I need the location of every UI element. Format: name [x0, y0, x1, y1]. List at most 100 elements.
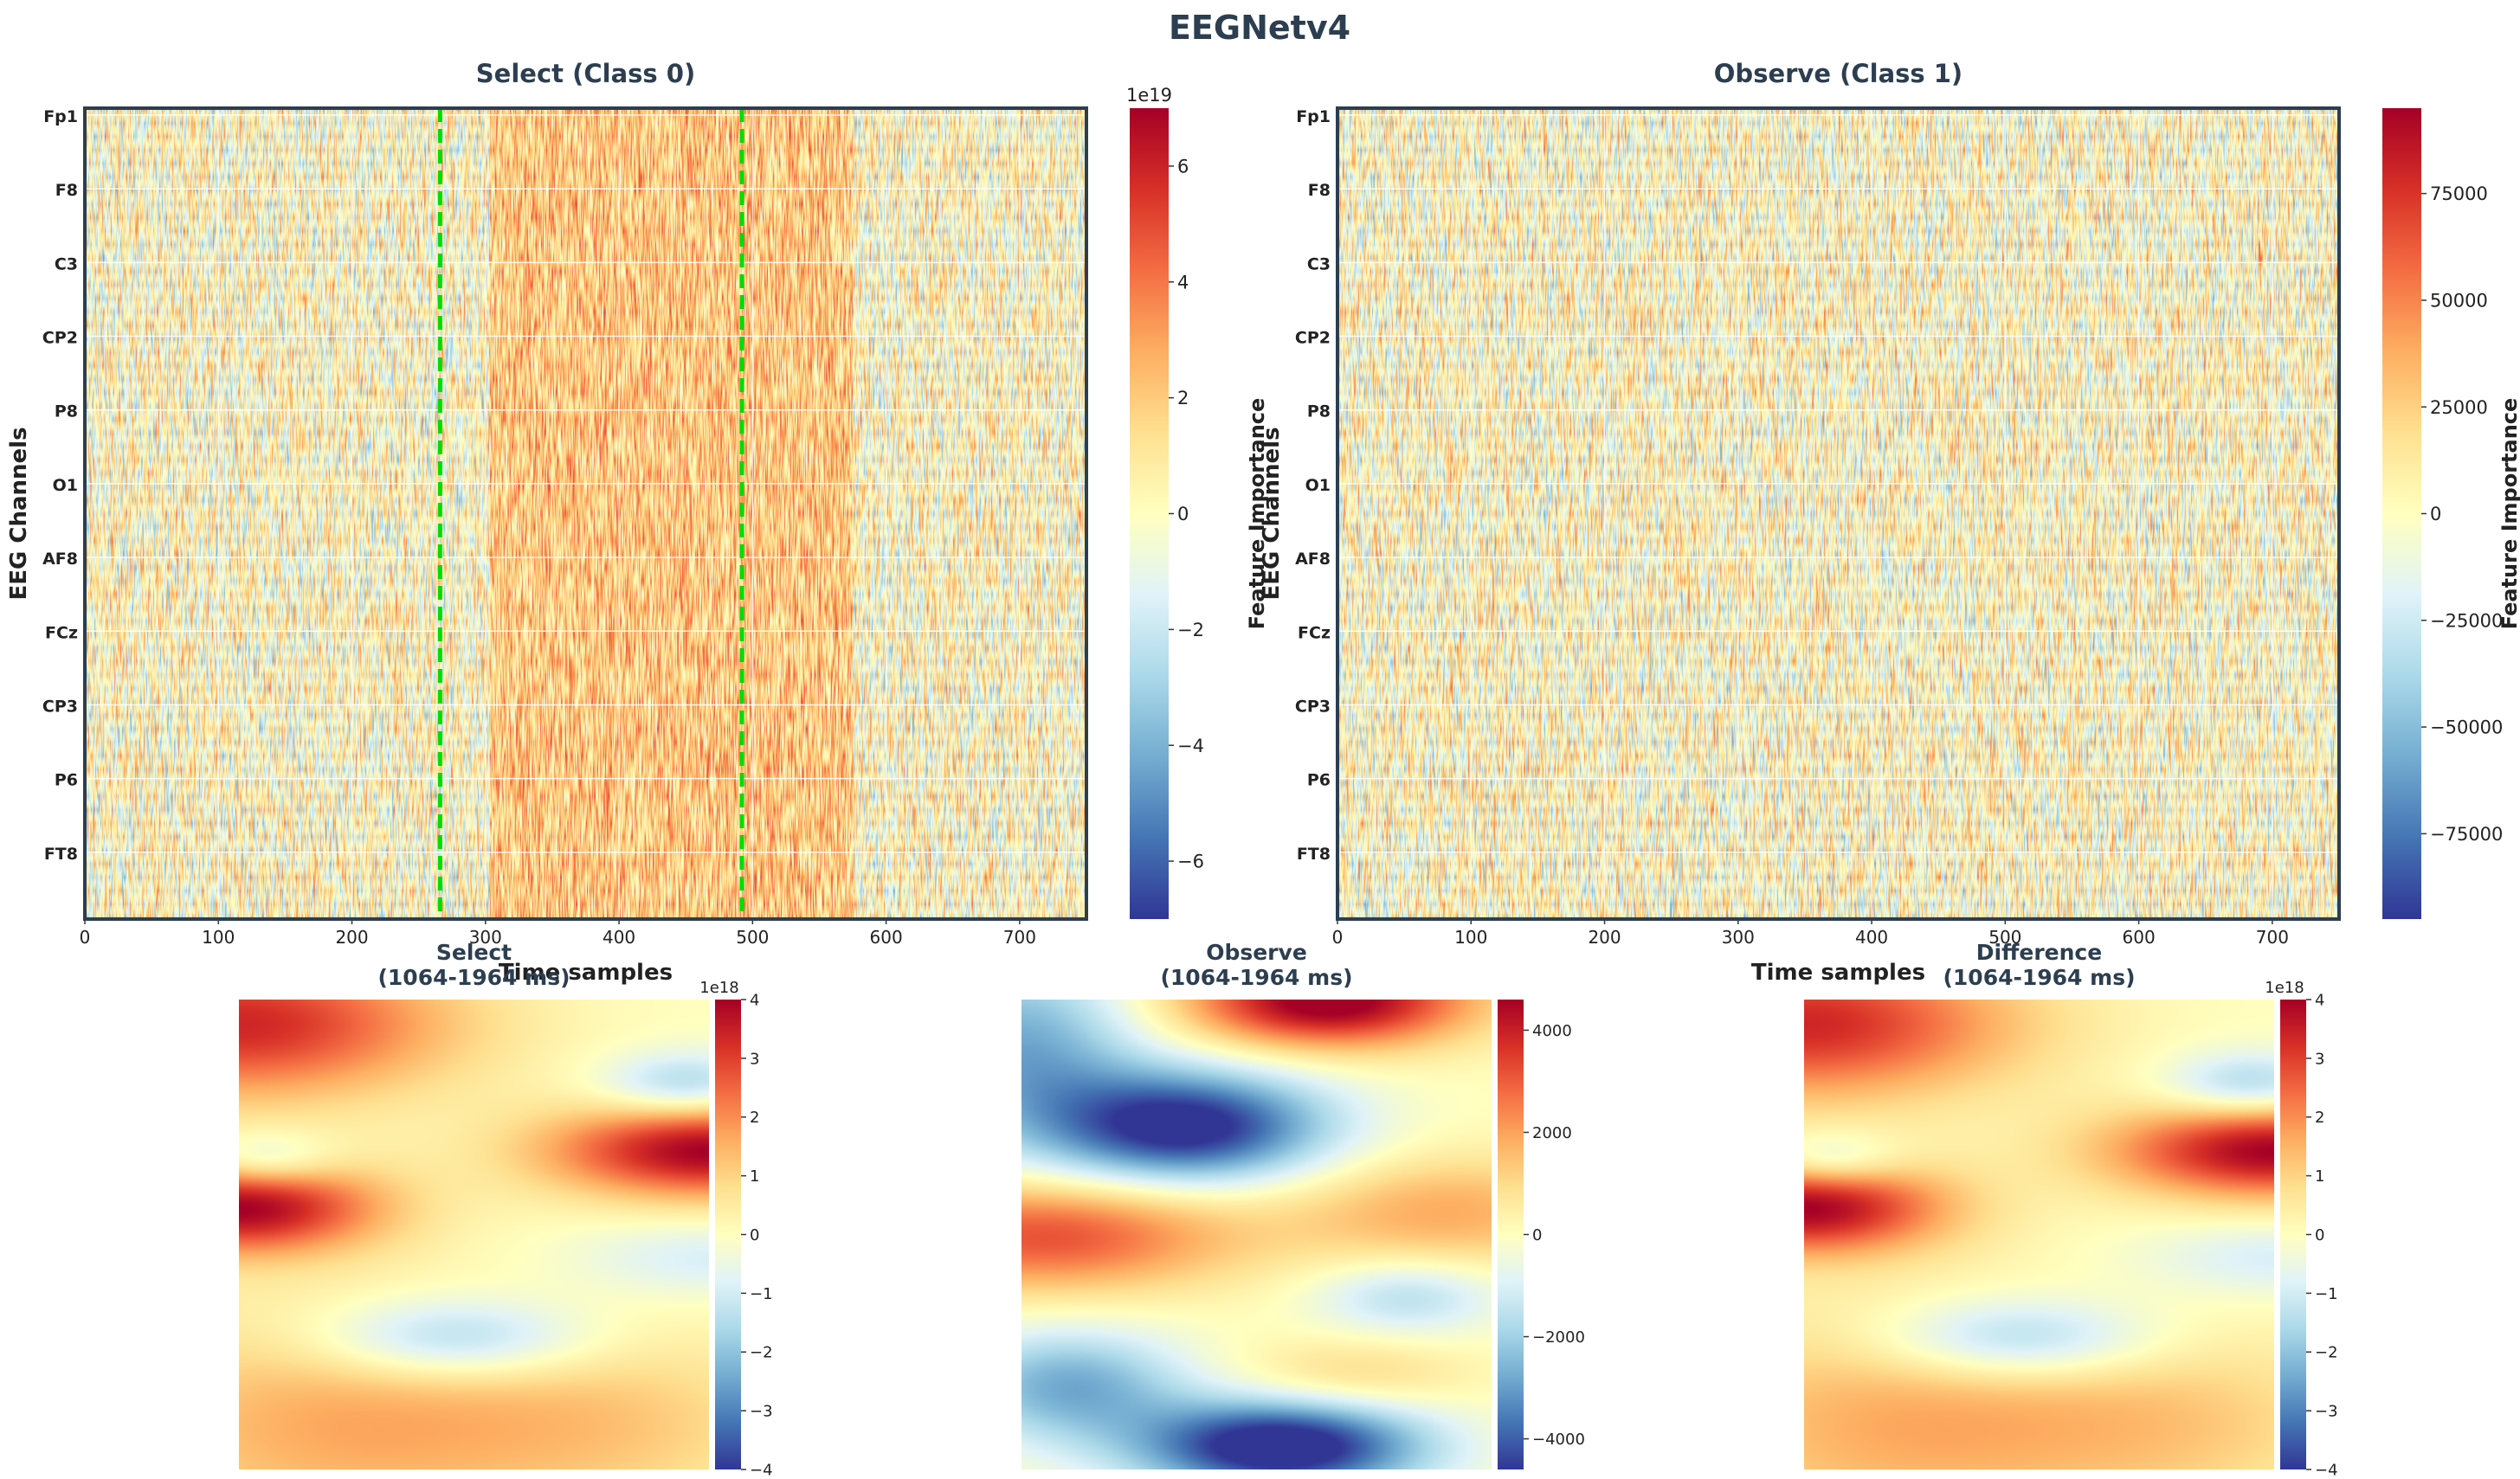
panel-top-1: Fp1 F8 C3 CP2 P8 O1 AF8 FCz CP3 P6 FT8 0 100 200 300 40… [1259, 59, 2520, 986]
colorbar-offset-text: 1e19 [1126, 85, 1172, 106]
channel-label: P8 [55, 402, 78, 421]
colorbar-tick-label: 0 [2315, 1226, 2324, 1244]
colorbar-tick-label: −3 [2315, 1403, 2338, 1421]
channel-label: P6 [1307, 771, 1331, 790]
colorbar-tick-label: −2 [750, 1344, 773, 1362]
colorbar-tick-label: −2 [2315, 1344, 2338, 1362]
channel-label: F8 [1308, 181, 1331, 200]
x-tick-label: 400 [603, 927, 635, 948]
heatmap-image [239, 1000, 709, 1469]
channel-label: F8 [55, 181, 78, 200]
colorbar [2280, 1000, 2306, 1469]
panel-bottom-2: Difference(1064-1964 ms) −4 −3 −2 −1 0 1 2 3 4 1e1… [1804, 940, 2338, 1479]
panel-bottom-1: Observe(1064-1964 ms) −4000 −2000 0 2000 4000 [1022, 940, 1585, 1469]
channel-label: CP2 [1295, 329, 1331, 348]
channel-label: CP3 [1295, 697, 1331, 716]
colorbar-tick-label: 0 [1532, 1226, 1542, 1244]
channel-label: FCz [45, 623, 78, 642]
colorbar-tick-label: −3 [750, 1403, 773, 1421]
colorbar-tick-label: 4000 [1532, 1022, 1572, 1040]
colorbar-offset-text: 1e18 [699, 979, 738, 997]
colorbar-tick-label: 1 [750, 1167, 759, 1186]
colorbar-tick-label: 0 [2430, 504, 2441, 524]
colorbar-tick-label: 0 [750, 1226, 759, 1244]
colorbar-tick-label: −4000 [1532, 1431, 1585, 1449]
colorbar-tick-label: −75000 [2430, 824, 2503, 845]
x-tick-label: 400 [1855, 927, 1888, 948]
channel-label: O1 [1305, 476, 1331, 495]
plot-frame [83, 106, 1088, 921]
heatmap-image [1804, 1000, 2274, 1469]
panel-title-line: Difference [1976, 940, 2102, 965]
panel-title: Observe (Class 1) [1714, 59, 1963, 88]
channel-label: C3 [1307, 254, 1331, 273]
colorbar-tick-label: 2000 [1532, 1124, 1572, 1142]
channel-label: P8 [1307, 402, 1331, 421]
x-tick-label: 0 [1332, 927, 1344, 948]
channel-label: Fp1 [43, 107, 78, 126]
colorbar [1498, 1000, 1524, 1469]
channel-label: FCz [1298, 623, 1331, 642]
panel-bottom-0: Select(1064-1964 ms) −4 −3 −2 −1 0 1 2 3 4 1e18 [239, 940, 773, 1479]
x-axis-label: Time samples [1751, 960, 1925, 986]
colorbar-tick-label: −2000 [1532, 1328, 1585, 1347]
colorbar-tick-label: 4 [1177, 272, 1189, 293]
heatmap-image [1022, 1000, 1492, 1469]
colorbar-tick-label: 4 [750, 991, 759, 1009]
colorbar-tick-label: 25000 [2430, 397, 2488, 418]
channel-label: O1 [53, 476, 78, 495]
x-tick-label: 600 [2123, 927, 2156, 948]
y-axis-label: EEG Channels [1259, 427, 1285, 600]
channel-label: AF8 [1295, 550, 1331, 569]
colorbar-tick-label: −1 [750, 1285, 773, 1303]
panel-title-line: (1064-1964 ms) [1943, 965, 2135, 990]
channel-label: P6 [55, 771, 78, 790]
channel-label: FT8 [44, 845, 78, 864]
colorbar [2382, 108, 2421, 919]
colorbar-tick-label: 4 [2315, 991, 2324, 1009]
colorbar-tick-label: −4 [1177, 736, 1204, 756]
colorbar-tick-label: −25000 [2430, 610, 2503, 631]
colorbar-tick-label: 2 [2315, 1109, 2324, 1127]
colorbar-tick-label: −1 [2315, 1285, 2338, 1303]
colorbar-tick-label: 3 [750, 1050, 759, 1068]
channel-label: Fp1 [1296, 107, 1331, 126]
x-axis-label: Time samples [499, 960, 673, 986]
x-tick-label: 100 [1454, 927, 1487, 948]
y-axis-label: EEG Channels [6, 427, 32, 600]
x-tick-label: 200 [335, 927, 368, 948]
colorbar-tick-label: −2 [1177, 620, 1204, 640]
colorbar-tick-label: 2 [1177, 388, 1189, 408]
colorbar-tick-label: 0 [1177, 504, 1189, 524]
x-tick-label: 500 [1988, 927, 2021, 948]
panel-title-line: (1064-1964 ms) [1160, 965, 1352, 990]
x-tick-label: 0 [80, 927, 91, 948]
x-tick-label: 100 [202, 927, 235, 948]
colorbar-tick-label: −6 [1177, 852, 1204, 872]
plot-frame [1336, 106, 2341, 921]
colorbar-tick-label: 6 [1177, 156, 1189, 177]
channel-label: FT8 [1297, 845, 1331, 864]
colorbar-tick-label: 2 [750, 1109, 759, 1127]
x-tick-label: 200 [1588, 927, 1621, 948]
colorbar-tick-label: 50000 [2430, 290, 2488, 311]
channel-label: AF8 [42, 550, 78, 569]
colorbar-tick-label: 3 [2315, 1050, 2324, 1068]
channel-label: CP3 [42, 697, 78, 716]
colorbar-tick-label: 1 [2315, 1167, 2324, 1186]
x-tick-label: 300 [469, 927, 502, 948]
colorbar-label: Feature Importance [2497, 398, 2520, 630]
colorbar [715, 1000, 741, 1469]
x-tick-label: 600 [870, 927, 903, 948]
colorbar-tick-label: 75000 [2430, 183, 2488, 204]
x-tick-label: 700 [1003, 927, 1036, 948]
colorbar-tick-label: −4 [750, 1461, 773, 1479]
panel-title-line: Select [436, 940, 512, 965]
x-tick-label: 300 [1722, 927, 1755, 948]
panel-title: Select (Class 0) [476, 59, 695, 88]
x-tick-label: 500 [736, 927, 769, 948]
colorbar-tick-label: −4 [2315, 1461, 2338, 1479]
